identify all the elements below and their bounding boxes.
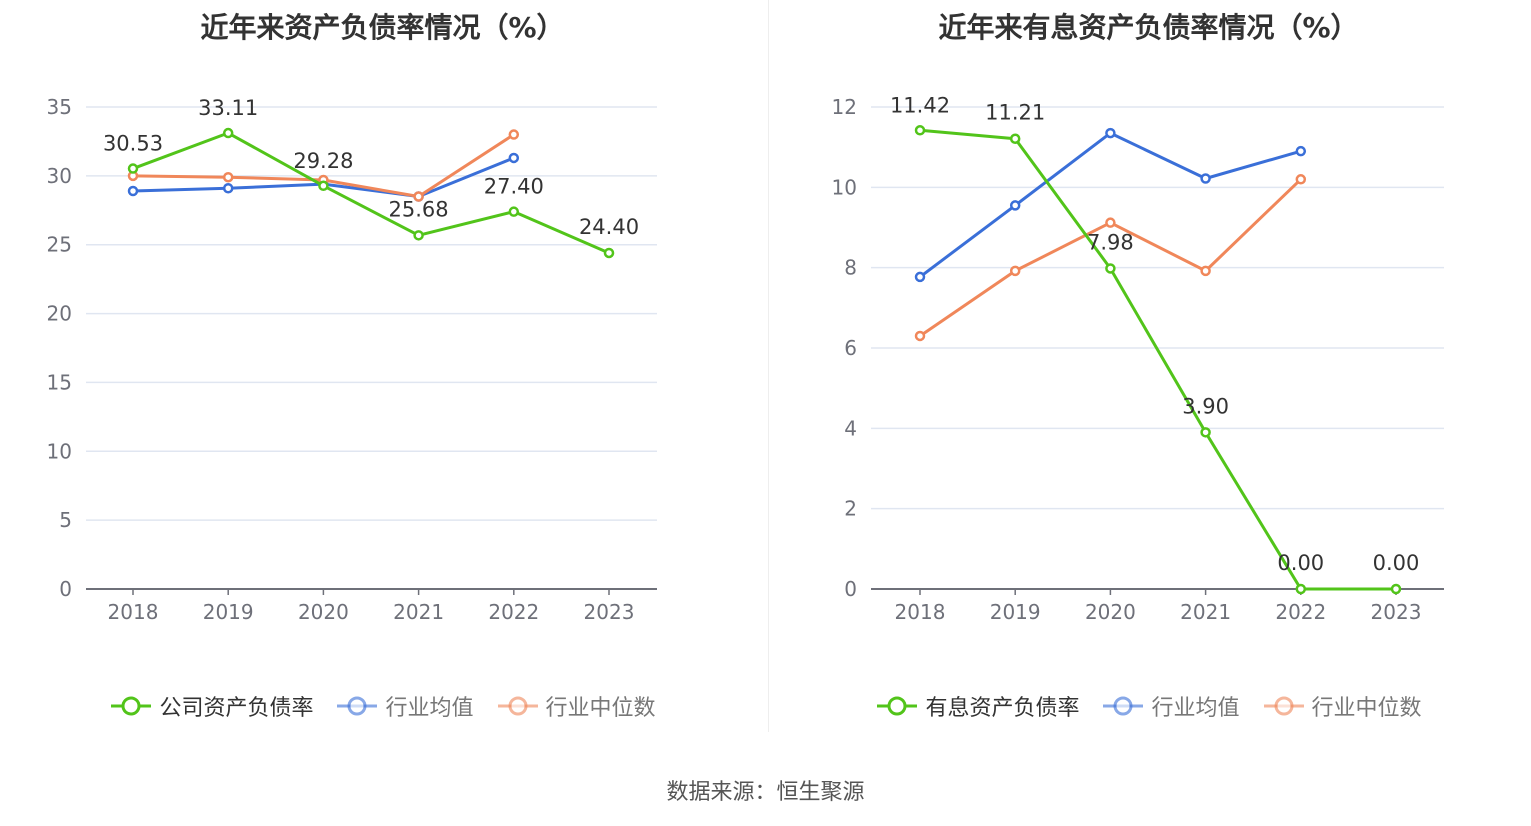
series-line-0: [132, 131, 610, 255]
y-tick-label: 20: [47, 302, 72, 326]
data-point[interactable]: [1200, 427, 1211, 438]
data-label: 25.68: [389, 197, 449, 221]
debt-ratio-chart: 0 5 10 15 20 25 30 35 2018 2019 2020 2021 2022 2023 30…: [47, 95, 657, 624]
legend-item[interactable]: 行业均值: [1101, 690, 1240, 722]
data-point[interactable]: [603, 247, 615, 259]
y-tick-label: 30: [47, 164, 72, 188]
data-point[interactable]: [413, 191, 424, 202]
data-label: 27.40: [484, 175, 544, 199]
data-point[interactable]: [1295, 583, 1307, 595]
data-point[interactable]: [222, 127, 234, 139]
data-label: 0.00: [1373, 551, 1420, 575]
legend-label: 有息资产负债率: [925, 696, 1080, 721]
legend-label: 行业均值: [1151, 696, 1240, 721]
data-source-note: 数据来源：恒生聚源: [666, 780, 865, 805]
x-tick-label: 2018: [895, 600, 946, 624]
y-tick-label: 8: [844, 256, 857, 280]
x-tick-label: 2018: [108, 600, 159, 624]
data-label: 29.28: [293, 149, 353, 173]
legend-marker-icon: [497, 696, 538, 716]
interest-bearing-debt-ratio-chart: 0 2 4 6 8 10 12 2018 2019 2020 2021 2022 2023 11.42 11…: [832, 93, 1444, 624]
legend-marker-icon: [877, 696, 918, 716]
data-label: 11.21: [985, 101, 1045, 125]
data-point[interactable]: [127, 185, 139, 197]
legend-item[interactable]: 公司资产负债率: [109, 690, 313, 722]
x-tick-label: 2023: [1371, 600, 1422, 624]
data-point[interactable]: [1009, 200, 1021, 211]
x-tick-label: 2019: [990, 600, 1041, 624]
data-point[interactable]: [127, 163, 139, 174]
legend-marker-icon: [111, 696, 152, 716]
data-label: 0.00: [1277, 551, 1324, 575]
series-line-0: [919, 128, 1396, 591]
data-point[interactable]: [1105, 217, 1116, 228]
legend-label: 行业中位数: [1311, 696, 1422, 721]
chart-title: 近年来资产负债率情况（%）: [200, 11, 565, 44]
data-point[interactable]: [1295, 174, 1307, 185]
x-tick-label: 2019: [203, 600, 254, 624]
data-point[interactable]: [508, 129, 520, 140]
y-tick-label: 0: [844, 577, 857, 601]
legend-item[interactable]: 行业中位数: [1262, 690, 1422, 722]
x-tick-label: 2021: [1180, 600, 1231, 624]
legend-marker-icon: [1103, 696, 1144, 716]
data-label: 11.42: [890, 93, 950, 117]
data-point[interactable]: [318, 180, 329, 192]
data-point[interactable]: [1390, 583, 1402, 595]
y-tick-label: 2: [844, 497, 857, 521]
chart-title: 近年来有息资产负债率情况（%）: [938, 11, 1359, 44]
x-tick-label: 2021: [393, 600, 444, 624]
y-tick-label: 6: [844, 336, 857, 360]
data-point[interactable]: [914, 125, 926, 136]
y-tick-label: 15: [47, 370, 72, 394]
series-line-1: [919, 131, 1302, 279]
y-tick-label: 12: [832, 95, 857, 119]
data-point[interactable]: [508, 152, 520, 164]
y-tick-label: 0: [59, 577, 72, 601]
y-tick-label: 5: [59, 508, 72, 532]
legend-marker-icon: [1263, 696, 1304, 716]
y-tick-label: 25: [47, 233, 72, 257]
data-label: 33.11: [198, 96, 258, 120]
data-point[interactable]: [1105, 263, 1116, 274]
y-tick-label: 10: [832, 175, 857, 199]
data-point[interactable]: [222, 183, 234, 194]
data-point[interactable]: [1105, 127, 1116, 139]
x-tick-label: 2022: [488, 600, 539, 624]
legend-label: 行业中位数: [545, 696, 656, 721]
data-point[interactable]: [1200, 173, 1211, 184]
data-label: 24.40: [579, 215, 639, 239]
left-chart-panel: 近年来资产负债率情况（%） 0 5 10 15 20 25 30 35 2018 2019 2020…: [0, 0, 765, 740]
panel-divider: [768, 0, 769, 732]
x-tick-label: 2022: [1275, 600, 1326, 624]
chart-legend: 有息资产负债率 行业均值 行业中位数: [766, 688, 1531, 724]
data-point[interactable]: [1009, 265, 1021, 277]
x-tick-label: 2020: [298, 600, 349, 624]
data-point[interactable]: [1295, 145, 1307, 157]
x-tick-label: 2020: [1085, 600, 1136, 624]
y-tick-label: 10: [47, 439, 72, 463]
data-point[interactable]: [508, 206, 520, 217]
data-point[interactable]: [1009, 133, 1021, 144]
legend-item[interactable]: 有息资产负债率: [875, 690, 1079, 722]
data-point[interactable]: [222, 171, 234, 183]
series-line-2: [919, 178, 1302, 338]
right-chart-panel: 近年来有息资产负债率情况（%） 0 2 4 6 8 10 12 2018 2019 2020 202…: [766, 0, 1531, 740]
legend-label: 行业均值: [385, 696, 474, 721]
y-tick-label: 35: [47, 95, 72, 119]
legend-marker-icon: [337, 696, 378, 716]
legend-item[interactable]: 行业均值: [335, 690, 474, 722]
y-tick-label: 4: [844, 416, 857, 440]
chart-legend: 公司资产负债率 行业均值 行业中位数: [0, 688, 765, 724]
data-point[interactable]: [1200, 265, 1211, 277]
x-tick-label: 2023: [584, 600, 635, 624]
data-point[interactable]: [914, 271, 926, 283]
legend-label: 公司资产负债率: [159, 696, 314, 721]
data-label: 7.98: [1087, 230, 1134, 254]
data-point[interactable]: [914, 330, 926, 342]
data-point[interactable]: [413, 230, 424, 241]
data-label: 30.53: [103, 132, 163, 156]
data-label: 3.90: [1182, 394, 1229, 418]
legend-item[interactable]: 行业中位数: [496, 690, 656, 722]
